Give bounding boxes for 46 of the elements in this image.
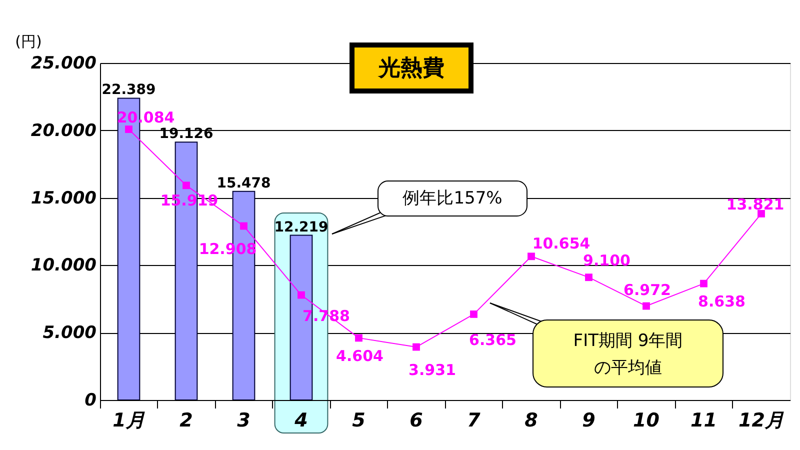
point	[700, 280, 708, 288]
point	[125, 126, 132, 133]
data-label: 8.638	[698, 292, 746, 311]
point	[412, 343, 420, 351]
data-label: 6.365	[469, 331, 516, 350]
point	[470, 310, 478, 318]
point	[642, 302, 650, 310]
x-tick-label: 11	[690, 410, 717, 432]
text: FIT期間 9年間の平均値	[573, 331, 683, 378]
x-tick-label: 12月	[738, 410, 784, 432]
x-tick-label: 4	[294, 410, 308, 432]
point	[298, 291, 305, 299]
x-tick-label: 2	[180, 410, 193, 432]
data-label: 3.931	[408, 361, 456, 380]
x-tick-label: 1月	[112, 410, 145, 432]
x-tick-label: 8	[524, 410, 538, 432]
y-tick-label: 5.000	[42, 323, 97, 344]
data-label: 22.389	[102, 82, 156, 98]
data-label: 12.219	[274, 219, 328, 236]
data-label: 4.604	[336, 346, 384, 365]
point	[758, 210, 765, 218]
data-label: 15.478	[216, 175, 271, 192]
point	[240, 222, 248, 230]
data-label: 10.654	[532, 234, 590, 252]
y-tick-label: 25.000	[30, 54, 97, 74]
annotation: 例年比157%	[402, 188, 502, 208]
y-tick-label: 15.000	[30, 188, 97, 208]
y-tick-label: 10.000	[30, 256, 97, 276]
point	[355, 334, 362, 342]
x-tick-label: 5	[352, 410, 366, 432]
x-tick-label: 10	[633, 410, 660, 432]
x-tick-label: 9	[582, 410, 596, 432]
point	[585, 274, 592, 282]
data-label: 6.972	[624, 281, 671, 300]
x-tick-label: 6	[410, 410, 423, 432]
data-label: 13.821	[726, 196, 784, 214]
y-tick-label: 20.000	[30, 120, 97, 141]
y-axis-title: (円)	[15, 32, 42, 50]
x-tick-label: 3	[237, 410, 250, 432]
y-tick-label: 0	[84, 390, 97, 410]
x-tick-label: 7	[467, 410, 482, 432]
point	[182, 182, 190, 190]
data-label: 15.919	[160, 191, 218, 210]
point	[528, 252, 535, 260]
data-label: 9.100	[583, 251, 630, 270]
chart-title: 光熱費	[378, 56, 444, 81]
